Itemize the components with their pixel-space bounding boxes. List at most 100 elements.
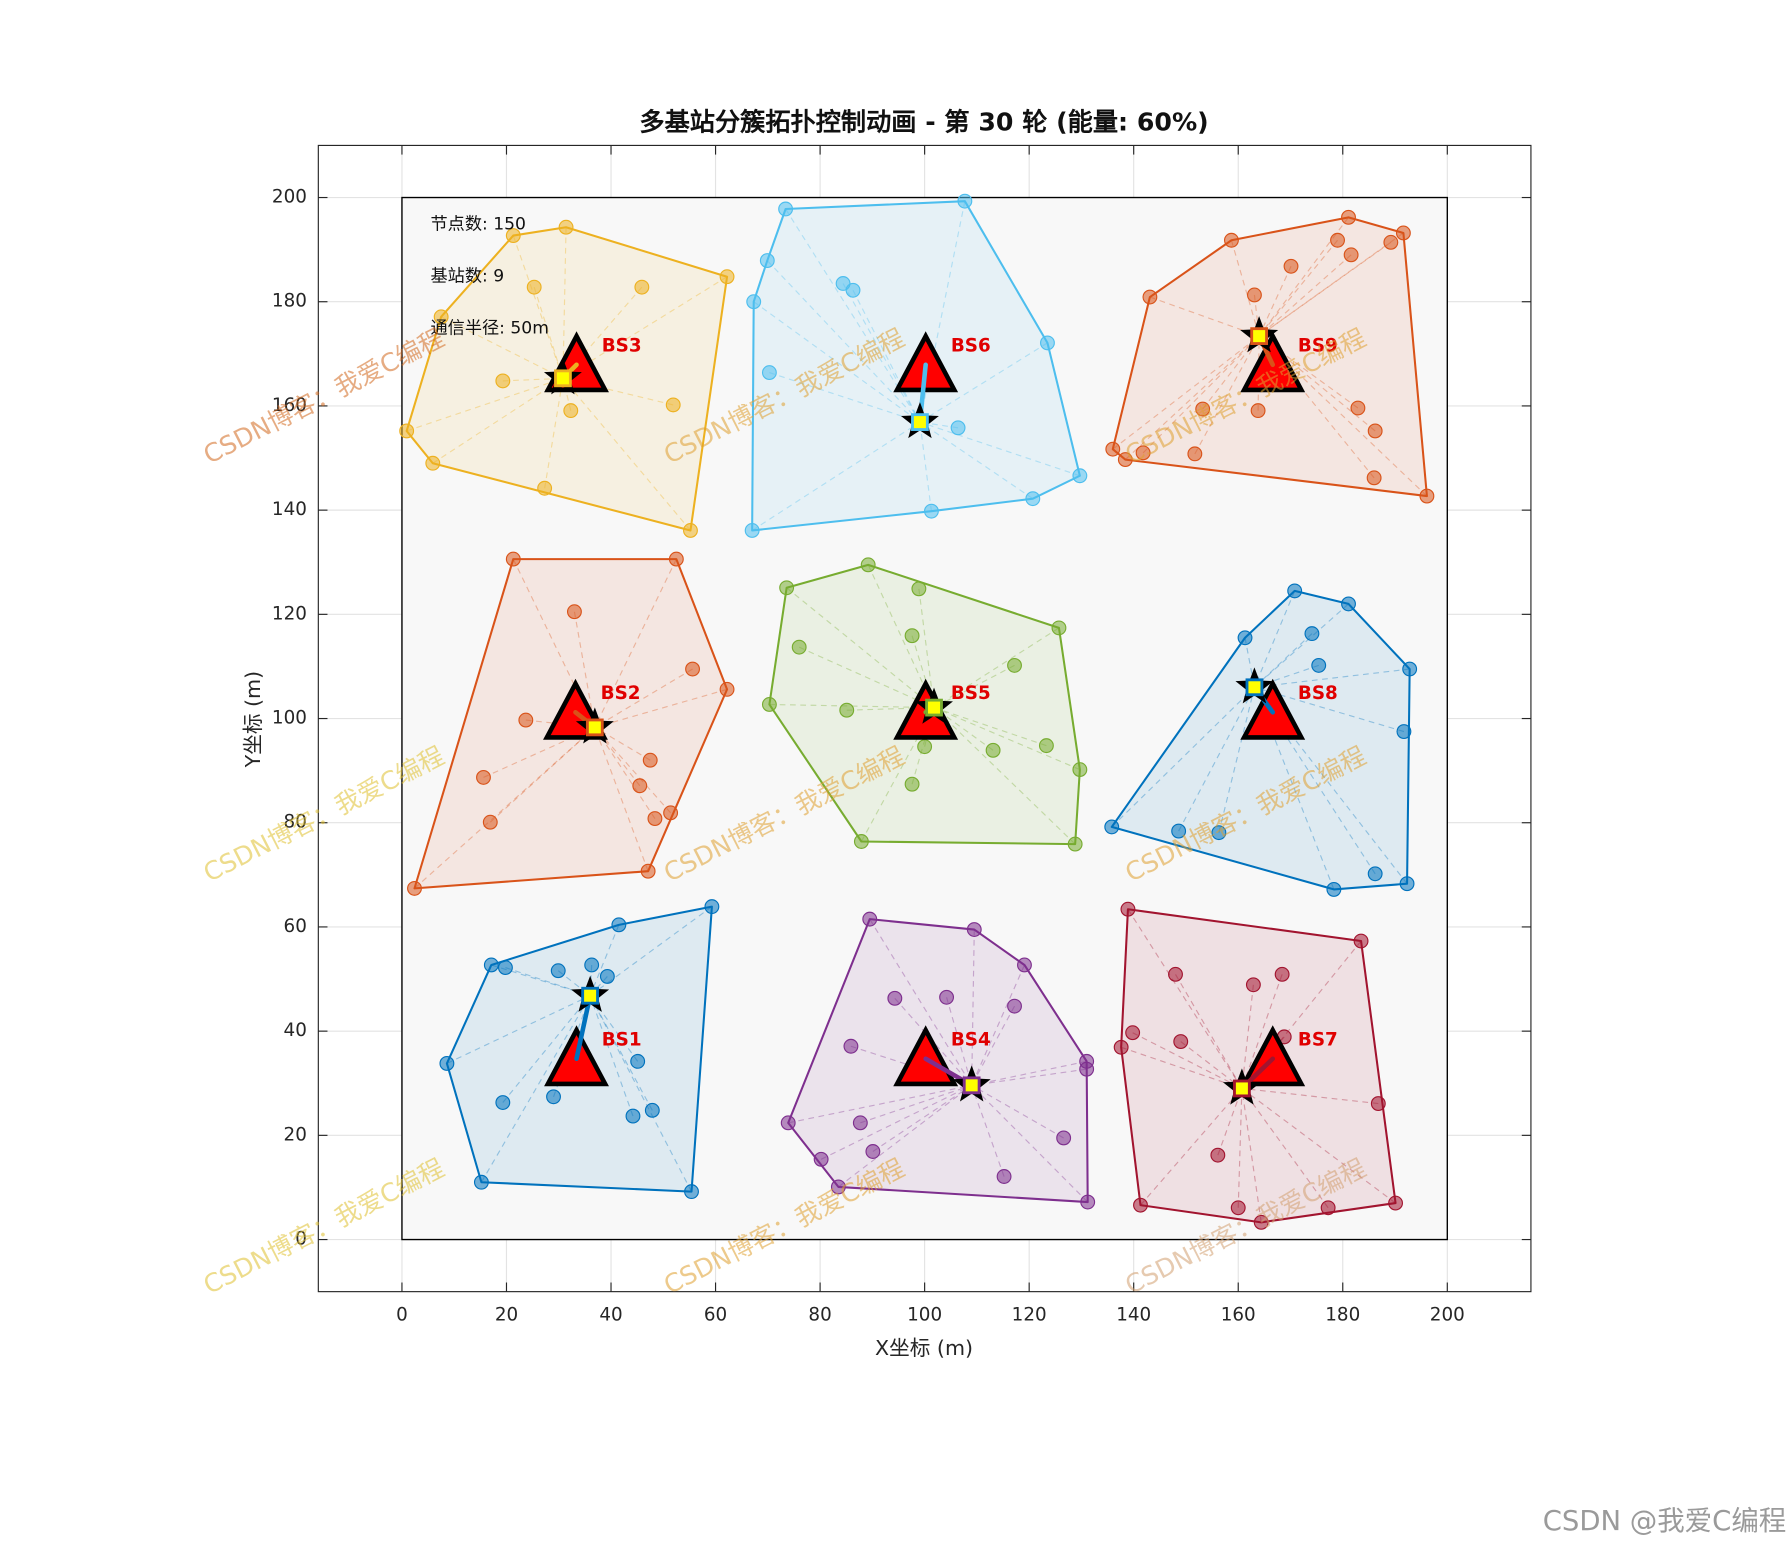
sensor-node: [1326, 881, 1342, 897]
sensor-node: [719, 681, 735, 697]
x-tick-label: 180: [1325, 1305, 1360, 1326]
member-link: [946, 997, 973, 1086]
member-link: [533, 286, 564, 379]
sensor-node: [1040, 335, 1055, 351]
x-axis-label: X坐标 (m): [875, 1336, 973, 1360]
member-link: [594, 727, 672, 814]
y-axis-label: Y坐标 (m): [241, 671, 265, 769]
member-link: [1178, 687, 1255, 832]
member-link: [971, 1068, 1087, 1086]
y-tick-label: 200: [272, 187, 307, 208]
member-link: [852, 290, 921, 423]
sensor-node: [482, 814, 498, 830]
member-link: [1258, 232, 1404, 337]
sensor-node: [1038, 738, 1054, 754]
member-link: [589, 924, 620, 996]
node-layer: [399, 193, 1435, 1230]
sensor-node: [923, 503, 939, 519]
sensor-node: [791, 639, 807, 655]
member-link: [489, 726, 596, 823]
sensor-node: [1399, 876, 1415, 892]
sensor-node: [1237, 630, 1253, 646]
x-tick-label: 0: [396, 1305, 408, 1326]
member-link: [1194, 335, 1260, 455]
sensor-node: [1253, 1214, 1269, 1230]
sensor-node: [1250, 403, 1266, 419]
y-tick-label: 20: [284, 1124, 307, 1145]
member-link: [867, 564, 935, 708]
bs-label: BS4: [951, 1029, 991, 1050]
sensor-node: [1287, 583, 1303, 599]
sensor-node: [1343, 247, 1359, 263]
member-link: [933, 707, 1076, 845]
member-link: [1120, 1046, 1243, 1089]
sensor-node: [1366, 470, 1382, 486]
sensor-node: [1274, 966, 1290, 982]
sensor-node: [759, 253, 775, 269]
cluster-head: [1233, 1079, 1251, 1098]
sensor-node: [1341, 209, 1356, 225]
sensor-node: [1245, 977, 1261, 993]
sensor-node: [1341, 596, 1356, 612]
sensor-node: [862, 911, 878, 927]
sensor-node: [719, 269, 735, 285]
sensor-node: [537, 480, 553, 496]
sensor-node: [779, 580, 795, 596]
sensor-node: [495, 373, 511, 389]
cluster-hull: [1110, 589, 1411, 891]
sensor-node: [957, 193, 973, 209]
footer: CSDN @我爱C编程: [1543, 1505, 1787, 1537]
member-link: [971, 929, 975, 1086]
sensor-node: [744, 523, 760, 538]
member-link: [594, 727, 649, 872]
x-tick-label: 140: [1116, 1305, 1151, 1326]
sensor-node: [558, 219, 574, 235]
sensor-node: [1120, 901, 1136, 917]
sensor-node: [1210, 1147, 1226, 1163]
sensor-node: [1007, 998, 1022, 1014]
y-tick-label: 60: [284, 916, 307, 937]
member-link: [432, 377, 564, 464]
sensor-node: [483, 957, 499, 973]
sensor-node: [1125, 1025, 1141, 1041]
sensor-node: [1370, 1096, 1386, 1112]
member-link: [1127, 908, 1243, 1089]
member-link: [1175, 974, 1243, 1089]
x-tick-label: 60: [704, 1305, 727, 1326]
sensor-node: [1007, 657, 1022, 673]
sensor-node: [1195, 401, 1211, 417]
sensor-node: [1383, 234, 1399, 250]
x-tick-label: 200: [1430, 1305, 1465, 1326]
sensor-node: [904, 628, 920, 644]
x-tick-label: 20: [495, 1305, 518, 1326]
y-tick-label: 40: [284, 1020, 307, 1041]
sensor-node: [497, 960, 513, 976]
member-link: [753, 301, 921, 423]
member-link: [769, 703, 935, 709]
sensor-node: [505, 551, 521, 567]
member-link: [1230, 240, 1260, 337]
member-link: [1254, 668, 1410, 688]
cluster-head: [911, 413, 929, 431]
member-link: [1140, 1088, 1243, 1206]
sensor-node: [1230, 1200, 1246, 1216]
info-text: 通信半径: 50m: [431, 319, 549, 339]
cluster-head: [1250, 327, 1269, 345]
member-link: [1241, 1088, 1329, 1209]
member-link: [544, 378, 564, 489]
x-tick-label: 80: [808, 1305, 831, 1326]
sensor-node: [996, 1169, 1012, 1184]
member-link: [1258, 266, 1292, 337]
member-link: [1254, 603, 1349, 688]
sensor-node: [860, 557, 876, 573]
member-link: [1254, 633, 1313, 688]
sensor-node: [1173, 1034, 1189, 1050]
sensor-node: [1104, 819, 1120, 835]
sensor-node: [1388, 1195, 1403, 1211]
member-link: [788, 1084, 972, 1124]
sensor-node: [1396, 724, 1412, 740]
sensor-node: [1067, 836, 1083, 852]
sensor-node: [1187, 446, 1203, 462]
x-tick-label: 40: [599, 1305, 622, 1326]
